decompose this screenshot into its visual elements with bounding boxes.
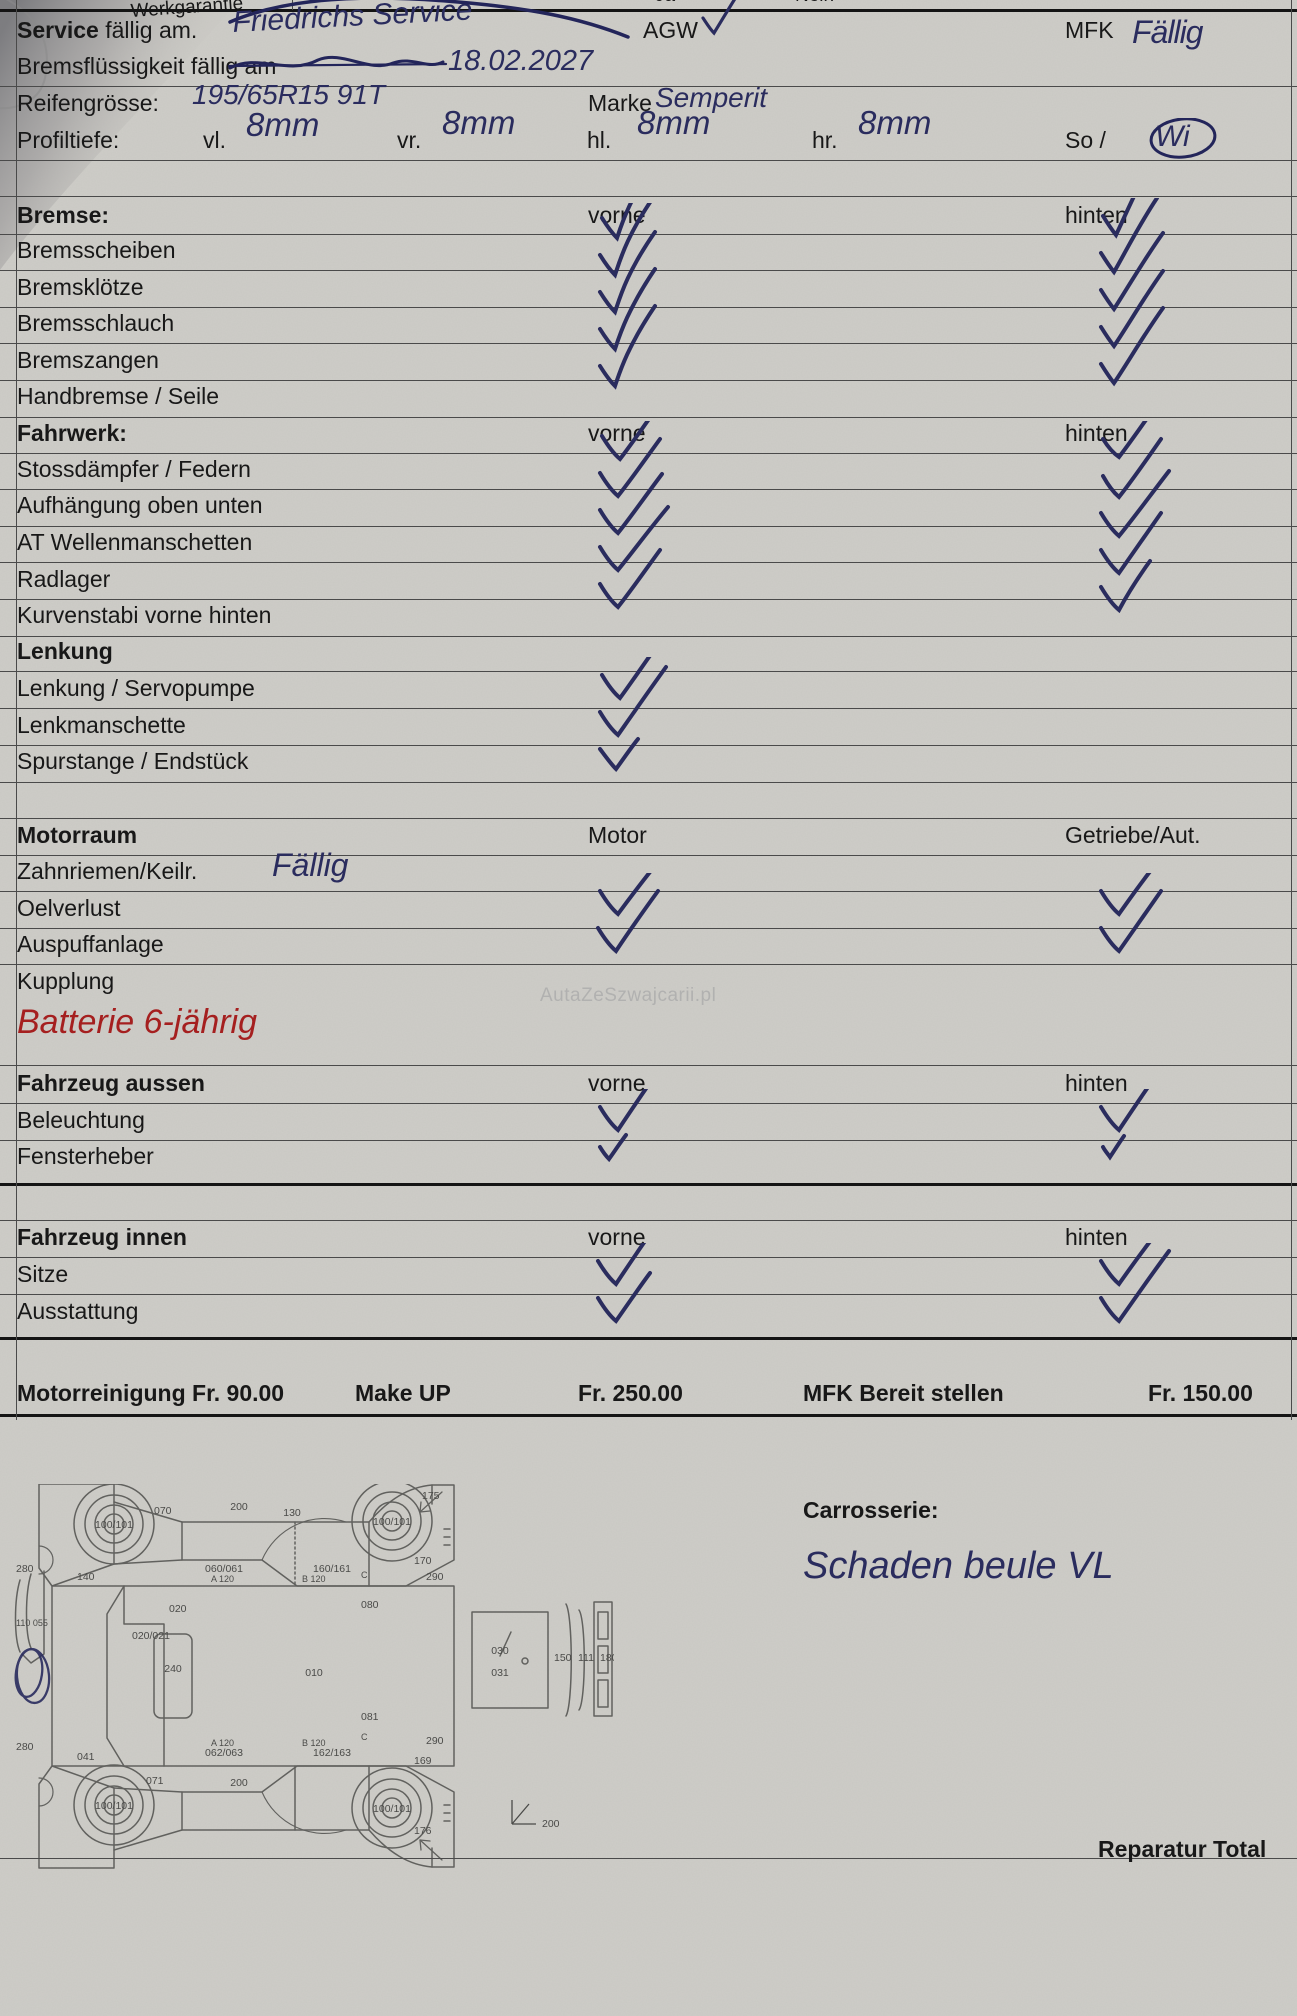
- svg-text:031: 031: [491, 1667, 509, 1679]
- svg-text:100/101: 100/101: [95, 1800, 133, 1812]
- svg-text:280: 280: [16, 1741, 34, 1753]
- svg-text:070: 070: [154, 1505, 172, 1517]
- svg-text:176: 176: [414, 1825, 432, 1837]
- svg-text:175: 175: [422, 1490, 440, 1502]
- svg-text:100/101: 100/101: [373, 1516, 411, 1528]
- svg-text:030: 030: [491, 1645, 509, 1657]
- svg-text:180: 180: [600, 1652, 614, 1664]
- svg-text:100/101: 100/101: [95, 1519, 133, 1531]
- svg-text:111: 111: [578, 1652, 594, 1664]
- svg-text:200: 200: [542, 1818, 560, 1830]
- svg-text:200: 200: [230, 1501, 248, 1513]
- svg-text:240: 240: [164, 1663, 182, 1675]
- svg-text:150: 150: [554, 1652, 572, 1664]
- svg-text:B 120: B 120: [302, 1574, 326, 1584]
- svg-text:100/101: 100/101: [373, 1803, 411, 1815]
- svg-text:140: 140: [77, 1571, 95, 1583]
- svg-text:C: C: [361, 1570, 368, 1580]
- svg-text:290: 290: [426, 1571, 444, 1583]
- svg-text:020/021: 020/021: [132, 1630, 170, 1642]
- svg-text:010: 010: [305, 1667, 323, 1679]
- svg-text:C: C: [361, 1732, 368, 1742]
- svg-text:169: 169: [414, 1755, 432, 1767]
- svg-text:041: 041: [77, 1751, 95, 1763]
- svg-text:A 120: A 120: [211, 1574, 234, 1584]
- svg-text:110 055: 110 055: [16, 1618, 48, 1628]
- svg-text:081: 081: [361, 1711, 379, 1723]
- svg-text:062/063: 062/063: [205, 1747, 243, 1759]
- svg-text:071: 071: [146, 1775, 164, 1787]
- svg-text:162/163: 162/163: [313, 1747, 351, 1759]
- svg-text:200: 200: [230, 1777, 248, 1789]
- svg-text:290: 290: [426, 1735, 444, 1747]
- svg-text:Friedrichs Service: Friedrichs Service: [232, 0, 473, 39]
- svg-text:080: 080: [361, 1599, 379, 1611]
- svg-text:130: 130: [283, 1507, 301, 1519]
- svg-text:020: 020: [169, 1603, 187, 1615]
- svg-text:280: 280: [16, 1563, 34, 1575]
- svg-text:170: 170: [414, 1555, 432, 1567]
